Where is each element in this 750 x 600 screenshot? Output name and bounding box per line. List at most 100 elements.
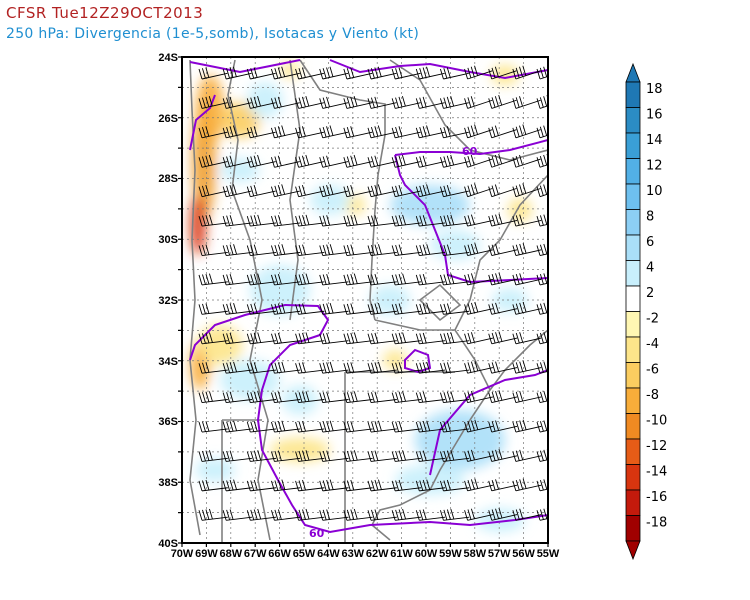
wind-barb: [295, 508, 325, 521]
lon-label: 68W: [219, 548, 242, 560]
wind-barb: [415, 96, 445, 109]
colorbar-label: 14: [646, 133, 663, 148]
wind-barb: [512, 332, 542, 345]
divergence-area: [198, 325, 242, 365]
wind-barb: [391, 303, 422, 315]
wind-barb: [222, 66, 252, 80]
colorbar-segment: [625, 158, 641, 185]
wind-barb: [270, 155, 300, 168]
wind-barb: [246, 95, 276, 109]
lon-label: 64W: [317, 548, 340, 560]
wind-barb: [222, 155, 252, 168]
wind-barb: [198, 303, 228, 315]
divergence-area: [270, 438, 330, 462]
wind-barb: [488, 153, 517, 168]
wind-barb: [367, 155, 397, 168]
wind-barb: [222, 332, 253, 345]
colorbar-segment: [625, 183, 641, 210]
wind-barb: [488, 125, 517, 139]
wind-barb: [343, 332, 373, 345]
wind-barb: [270, 332, 301, 345]
wind-barb: [512, 65, 541, 80]
wind-barb: [198, 67, 228, 80]
wind-barb: [439, 479, 470, 492]
colorbar-segment: [625, 489, 641, 516]
wind-barb: [536, 302, 548, 315]
wind-barb: [319, 66, 349, 80]
lon-label: 69W: [195, 548, 218, 560]
wind-barb: [198, 244, 228, 256]
wind-barb: [367, 273, 397, 286]
colorbar-segment: [625, 413, 641, 440]
wind-barb: [343, 508, 373, 521]
wind-barb: [439, 185, 469, 198]
wind-barb: [222, 361, 253, 374]
wind-barb: [198, 508, 228, 521]
wind-barb: [198, 214, 228, 227]
wind-barb: [295, 362, 325, 374]
divergence-area: [492, 288, 528, 312]
wind-barb: [246, 185, 276, 198]
wind-barb: [295, 421, 325, 433]
lon-label: 57W: [488, 548, 511, 560]
wind-barb: [415, 66, 445, 80]
wind-barb: [488, 184, 517, 198]
wind-barb: [319, 215, 349, 227]
wind-barb: [439, 273, 470, 286]
wind-barb: [198, 95, 228, 109]
wind-barb: [295, 185, 325, 198]
wind-barb: [270, 361, 301, 374]
wind-barb: [415, 244, 446, 256]
wind-barb: [198, 126, 228, 139]
colorbar-segment: [625, 311, 641, 338]
colorbar-label: 16: [646, 108, 663, 123]
wind-barb: [198, 332, 228, 345]
wind-barb: [391, 479, 422, 492]
wind-barb: [319, 479, 349, 492]
wind-barb: [319, 96, 349, 109]
colorbar-label: 18: [646, 82, 663, 97]
wind-barb: [246, 214, 277, 227]
colorbar-label: -12: [646, 439, 667, 454]
wind-barb: [391, 67, 421, 80]
wind-barb: [391, 450, 422, 462]
wind-barb: [464, 508, 494, 521]
wind-barb: [198, 154, 228, 168]
wind-barb: [512, 124, 541, 139]
wind-barb: [270, 479, 301, 492]
wind-barb: [222, 420, 253, 433]
wind-barb: [246, 244, 277, 256]
wind-barb: [439, 95, 469, 109]
wind-barb: [439, 154, 469, 168]
wind-barb: [343, 362, 373, 374]
colorbar-segment: [625, 387, 641, 414]
colorbar-label: -10: [646, 414, 667, 429]
wind-barb: [464, 390, 494, 404]
wind-barb: [343, 67, 373, 80]
wind-barb: [270, 391, 301, 404]
wind-barb: [222, 215, 253, 227]
wind-barb: [295, 95, 325, 109]
divergence-area: [220, 360, 280, 400]
wind-barb: [222, 96, 252, 109]
divergence-area: [395, 465, 465, 495]
wind-barb: [464, 332, 494, 345]
wind-barb: [439, 303, 470, 315]
wind-barb: [367, 332, 397, 345]
wind-barb: [488, 302, 518, 315]
colorbar-segment: [625, 515, 641, 542]
axis-ticks: [178, 56, 549, 547]
colorbar: [625, 62, 641, 561]
wind-barb: [391, 154, 421, 168]
isotach-contours: [189, 59, 548, 534]
wind-barb: [464, 243, 494, 256]
colorbar-label: -8: [646, 388, 659, 403]
country-borders: [189, 59, 548, 543]
chart-subtitle: 250 hPa: Divergencia (1e-5,somb), Isotac…: [6, 26, 420, 42]
colorbar-label: 12: [646, 159, 663, 174]
wind-barb: [464, 419, 494, 433]
wind-barb: [319, 509, 349, 521]
lon-label: 65W: [293, 548, 316, 560]
colorbar-label: 2: [646, 286, 654, 301]
wind-barb: [512, 301, 542, 315]
